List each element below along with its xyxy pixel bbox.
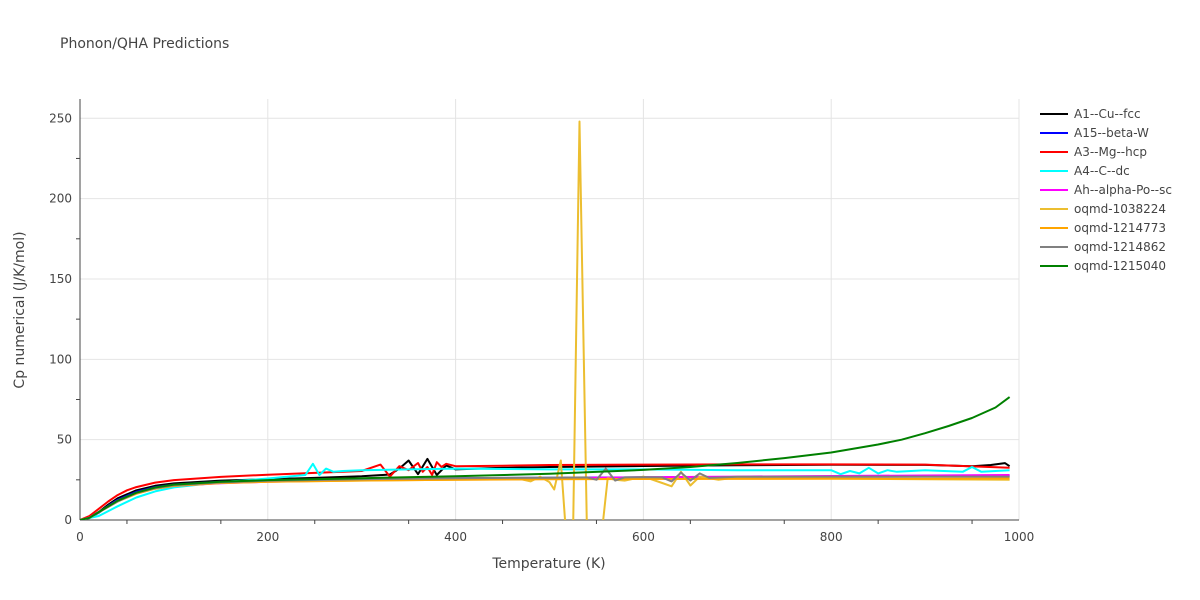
x-tick-label: 800 xyxy=(820,530,843,544)
legend-item[interactable]: oqmd-1214773 xyxy=(1040,218,1172,237)
legend-item[interactable]: Ah--alpha-Po--sc xyxy=(1040,180,1172,199)
legend-swatch xyxy=(1040,245,1068,248)
x-tick-label: 1000 xyxy=(1004,530,1035,544)
legend-label: oqmd-1214773 xyxy=(1074,220,1167,235)
legend-swatch xyxy=(1040,169,1068,172)
x-axis-title: Temperature (K) xyxy=(491,556,605,572)
y-tick-label: 0 xyxy=(64,513,72,527)
legend-item[interactable]: oqmd-1214862 xyxy=(1040,237,1172,256)
legend-label: A15--beta-W xyxy=(1074,125,1149,140)
legend-swatch xyxy=(1040,112,1068,115)
series-line-8 xyxy=(80,396,1011,520)
legend-label: A3--Mg--hcp xyxy=(1074,144,1147,159)
y-tick-label: 250 xyxy=(49,111,72,125)
series-line-2 xyxy=(80,461,1010,520)
legend: A1--Cu--fcc A15--beta-W A3--Mg--hcp A4--C--… xyxy=(1040,104,1172,275)
grid-lines xyxy=(80,99,1020,520)
legend-swatch xyxy=(1040,131,1068,134)
legend-swatch xyxy=(1040,188,1068,191)
legend-item[interactable]: oqmd-1038224 xyxy=(1040,199,1172,218)
legend-item[interactable]: oqmd-1215040 xyxy=(1040,256,1172,275)
legend-item[interactable]: A4--C--dc xyxy=(1040,161,1172,180)
legend-item[interactable]: A1--Cu--fcc xyxy=(1040,104,1172,123)
y-tick-label: 50 xyxy=(57,433,72,447)
legend-label: oqmd-1215040 xyxy=(1074,258,1167,273)
x-tick-label: 200 xyxy=(256,530,279,544)
legend-item[interactable]: A3--Mg--hcp xyxy=(1040,142,1172,161)
legend-swatch xyxy=(1040,150,1068,153)
legend-swatch xyxy=(1040,264,1068,267)
series-line-3 xyxy=(80,462,1010,520)
axes: 0 200 400 600 800 1000 0 50 100 150 200 250 xyxy=(49,99,1034,544)
x-tick-label: 600 xyxy=(632,530,655,544)
legend-swatch xyxy=(1040,207,1068,210)
x-tick-label: 400 xyxy=(444,530,467,544)
legend-label: oqmd-1214862 xyxy=(1074,239,1167,254)
series-line-6 xyxy=(80,477,1010,520)
x-tick-label: 0 xyxy=(76,530,84,544)
y-tick-label: 200 xyxy=(49,192,72,206)
legend-label: A4--C--dc xyxy=(1074,163,1130,178)
chart-title: Phonon/QHA Predictions xyxy=(60,36,230,52)
y-tick-label: 150 xyxy=(49,272,72,286)
legend-item[interactable]: A15--beta-W xyxy=(1040,123,1172,142)
legend-label: A1--Cu--fcc xyxy=(1074,106,1141,121)
legend-label: Ah--alpha-Po--sc xyxy=(1074,182,1172,197)
legend-label: oqmd-1038224 xyxy=(1074,201,1167,216)
legend-swatch xyxy=(1040,226,1068,229)
series-lines xyxy=(80,120,1011,520)
y-tick-label: 100 xyxy=(49,352,72,366)
y-axis-title: Cp numerical (J/K/mol) xyxy=(12,231,28,388)
